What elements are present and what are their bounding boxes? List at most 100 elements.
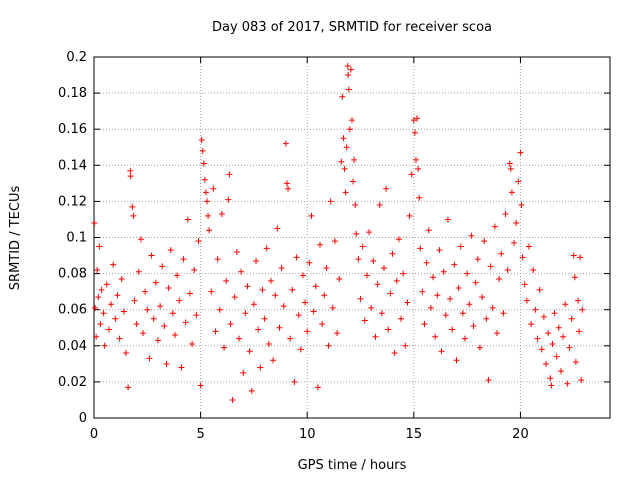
- data-point: [502, 211, 509, 218]
- data-point: [218, 211, 225, 218]
- data-point: [118, 276, 125, 283]
- data-point: [517, 149, 524, 156]
- data-point: [199, 147, 206, 154]
- data-point: [485, 377, 492, 384]
- data-point: [466, 301, 473, 308]
- data-point: [157, 303, 164, 310]
- data-point: [169, 310, 176, 317]
- data-point: [545, 330, 552, 337]
- y-tick-label: 0.02: [58, 375, 87, 390]
- data-point: [274, 225, 281, 232]
- data-point: [184, 216, 191, 223]
- y-tick-label: 0.08: [58, 267, 87, 282]
- data-point: [180, 256, 187, 263]
- data-point: [285, 185, 292, 192]
- data-point: [553, 353, 560, 360]
- data-point: [453, 357, 460, 364]
- y-tick-label: 0.1: [66, 231, 87, 246]
- data-point: [289, 286, 296, 293]
- data-point: [372, 333, 379, 340]
- data-point: [368, 304, 375, 311]
- data-point: [297, 346, 304, 353]
- data-point: [532, 306, 539, 313]
- data-point: [135, 268, 142, 275]
- data-point: [120, 308, 127, 315]
- data-point: [235, 335, 242, 342]
- data-point: [538, 346, 545, 353]
- data-point: [263, 245, 270, 252]
- data-point: [339, 93, 346, 100]
- data-point: [95, 294, 102, 301]
- data-point: [363, 272, 370, 279]
- data-point: [195, 238, 202, 245]
- data-point: [519, 254, 526, 261]
- data-point: [419, 288, 426, 295]
- data-point: [521, 281, 528, 288]
- data-point: [498, 250, 505, 257]
- data-point: [130, 212, 137, 219]
- data-point: [412, 156, 419, 163]
- data-point: [350, 178, 357, 185]
- data-point: [451, 261, 458, 268]
- data-point: [163, 360, 170, 367]
- data-point: [276, 324, 283, 331]
- data-point: [408, 171, 415, 178]
- data-point: [329, 304, 336, 311]
- data-point: [93, 333, 100, 340]
- data-point: [331, 238, 338, 245]
- data-point: [317, 241, 324, 248]
- data-point: [355, 256, 362, 263]
- data-point: [564, 380, 571, 387]
- data-point: [227, 321, 234, 328]
- data-point: [334, 330, 341, 337]
- data-point: [376, 202, 383, 209]
- data-point: [470, 322, 477, 329]
- data-point: [257, 364, 264, 371]
- data-point: [323, 265, 330, 272]
- data-point: [481, 238, 488, 245]
- data-point: [570, 252, 577, 259]
- y-tick-label: 0.18: [58, 86, 87, 101]
- data-point: [562, 301, 569, 308]
- data-point: [449, 326, 456, 333]
- data-point: [267, 277, 274, 284]
- data-point: [198, 137, 205, 144]
- y-tick-label: 0.12: [58, 194, 87, 209]
- data-point: [383, 185, 390, 192]
- data-point: [287, 335, 294, 342]
- data-point: [345, 72, 352, 79]
- data-point: [253, 257, 260, 264]
- data-point: [250, 301, 257, 308]
- data-point: [282, 140, 289, 147]
- data-point: [280, 303, 287, 310]
- data-point: [226, 171, 233, 178]
- x-tick-label: 0: [90, 427, 98, 442]
- data-point: [507, 165, 514, 172]
- data-point: [167, 247, 174, 254]
- data-point: [447, 295, 454, 302]
- x-tick-label: 10: [299, 427, 316, 442]
- data-point: [272, 292, 279, 299]
- data-point: [530, 266, 537, 273]
- data-point: [338, 158, 345, 165]
- data-point: [493, 330, 500, 337]
- data-point: [223, 277, 230, 284]
- data-point: [319, 321, 326, 328]
- data-point: [560, 333, 567, 340]
- data-point: [114, 292, 121, 299]
- data-point: [189, 340, 196, 347]
- data-point: [291, 378, 298, 385]
- data-point: [549, 340, 556, 347]
- data-point: [112, 315, 119, 322]
- data-point: [436, 247, 443, 254]
- data-point: [165, 285, 172, 292]
- data-point: [174, 272, 181, 279]
- data-point: [341, 165, 348, 172]
- data-point: [152, 279, 159, 286]
- data-point: [557, 368, 564, 375]
- data-point: [97, 321, 104, 328]
- data-point: [127, 173, 134, 180]
- data-point: [306, 259, 313, 266]
- data-point: [146, 355, 153, 362]
- data-point: [506, 160, 513, 167]
